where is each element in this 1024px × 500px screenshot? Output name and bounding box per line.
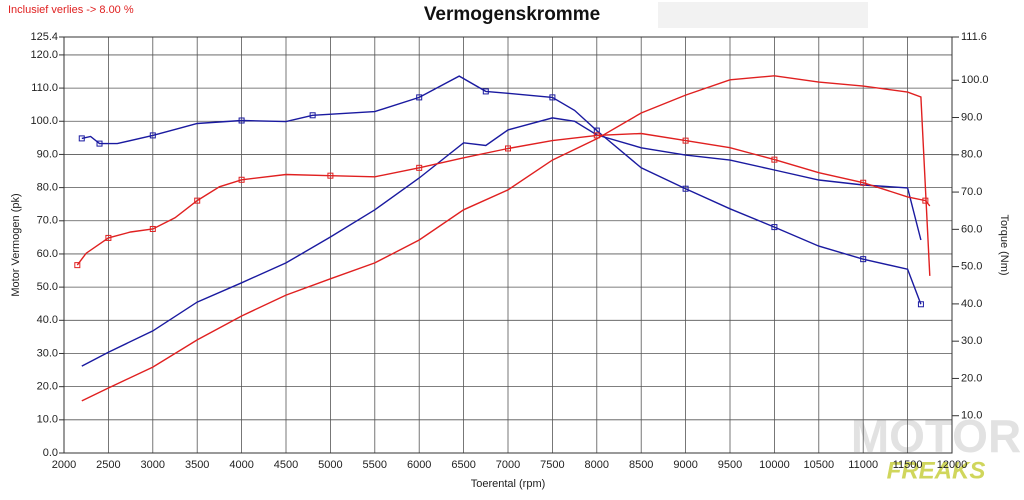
x-tick-label: 5500 [363,459,387,471]
point-marker [917,301,924,308]
point-marker [78,135,85,142]
series-line [81,75,922,305]
annotation: Inclusief verlies -> 8.00 % [8,4,134,16]
x-tick-label: 4000 [229,459,253,471]
x-tick-label: 2500 [96,459,120,471]
point-marker [771,224,778,231]
point-marker [505,145,511,152]
x-tick-label: 4500 [274,459,298,471]
point-marker [309,112,316,119]
point-marker [922,197,929,204]
x-axis-label: Toerental (rpm) [471,478,546,490]
y2-tick-label: 80.0 [961,149,982,161]
y2-tick-label: 20.0 [961,372,982,384]
series-line [76,132,931,266]
x-tick-label: 11500 [893,459,923,471]
watermark: MOTOR [851,410,1021,462]
y2-tick-label: 10.0 [961,410,982,422]
x-tick-label: 5000 [318,459,342,471]
point-marker [682,185,689,192]
y2-tick-label: 70.0 [961,186,982,198]
series-line [81,117,922,367]
x-tick-label: 8500 [629,459,653,471]
point-marker [105,234,112,241]
x-tick-label: 9000 [673,459,697,471]
y-tick-label: 10.0 [37,414,58,426]
y-axis-label: Motor Vermogen (pk) [10,193,22,296]
y-tick-label: 50.0 [37,281,58,293]
y2-tick-label: 60.0 [961,223,982,235]
x-tick-label: 7500 [540,459,564,471]
plot-frame [63,36,953,454]
y2-tick-label: 40.0 [961,298,982,310]
y-tick-label: 80.0 [37,182,58,194]
y2-tick-label: 100.0 [961,74,989,86]
point-marker [149,225,156,232]
y2-tick-label: 50.0 [961,261,982,273]
y-tick-label: 0.0 [43,447,58,459]
x-tick-label: 10000 [759,459,790,471]
y-tick-label: 100.0 [30,115,58,127]
blank-box [658,2,868,28]
y-tick-label: 20.0 [37,381,58,393]
y-tick-label: 30.0 [37,347,58,359]
x-tick-label: 12000 [937,459,968,471]
point-marker [96,140,103,147]
x-tick-label: 6500 [451,459,475,471]
point-marker [238,176,245,183]
y-tick-label: 120.0 [30,49,58,61]
x-tick-label: 7000 [496,459,520,471]
watermark: FREAKS [887,457,986,484]
point-marker [771,156,778,163]
y-tick-label: 40.0 [37,314,58,326]
y-tick-label: 70.0 [37,215,58,227]
point-marker [416,94,423,101]
point-marker [74,262,81,269]
y-tick-label: 110.0 [31,82,58,94]
point-marker [549,94,556,101]
y2-tick-label: 111.6 [961,31,987,43]
point-marker [860,256,867,263]
y-tick-label: 90.0 [37,148,58,160]
point-marker [149,132,156,139]
x-tick-label: 9500 [718,459,742,471]
point-marker [682,137,689,144]
x-tick-label: 11000 [848,459,878,471]
series-line [81,75,931,402]
x-tick-label: 3500 [185,459,209,471]
x-tick-label: 3000 [141,459,165,471]
x-tick-label: 8000 [585,459,609,471]
x-tick-label: 2000 [52,459,76,471]
y2-tick-label: 30.0 [961,335,982,347]
chart-title: Vermogenskromme [424,4,600,25]
point-marker [238,117,245,124]
y2-tick-label: 90.0 [961,111,982,123]
y-tick-label: 60.0 [37,248,58,260]
point-marker [482,88,489,95]
point-marker [194,197,201,204]
point-marker [416,164,423,171]
y-tick-label: 125.4 [30,31,58,43]
point-marker [327,172,334,179]
x-tick-label: 10500 [804,459,835,471]
x-tick-label: 6000 [407,459,431,471]
y2-axis-label: Torque (Nm) [998,214,1010,275]
point-marker [593,132,600,139]
point-marker [860,179,867,186]
